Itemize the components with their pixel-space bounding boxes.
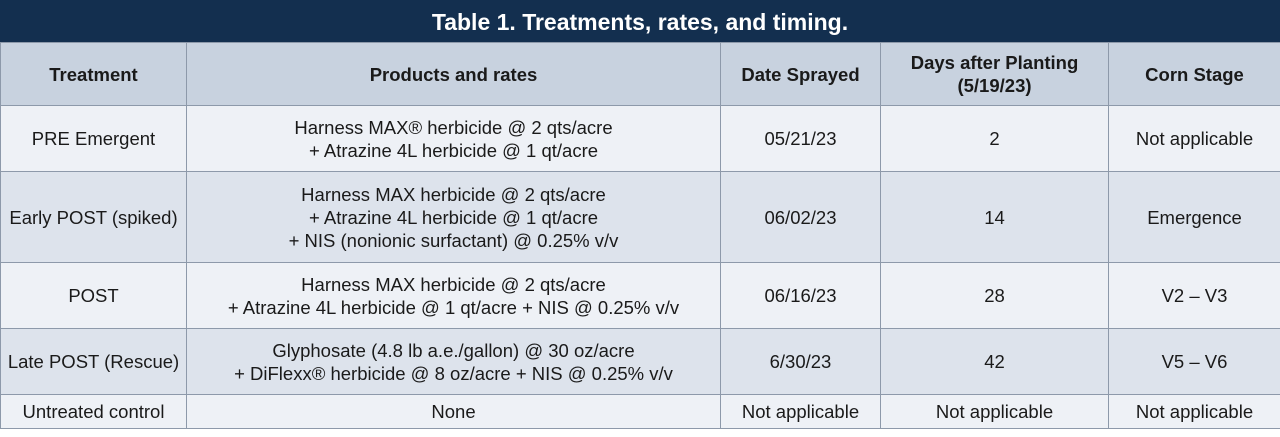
table-cell: 28 xyxy=(880,262,1109,329)
cell-text: None xyxy=(431,401,476,422)
header-cell: Days after Planting (5/19/23) xyxy=(880,42,1109,106)
table-row: Untreated control None Not applicable Not a… xyxy=(0,394,1280,429)
header-text: Products and rates xyxy=(369,63,538,85)
header-cell: Corn Stage xyxy=(1108,42,1280,106)
table-cell: None xyxy=(186,394,721,429)
table-cell: Early POST (spiked) xyxy=(0,171,187,263)
cell-text: V2 – V3 xyxy=(1161,285,1228,306)
header-text: Treatment xyxy=(49,63,138,85)
table-cell: Harness MAX herbicide @ 2 qts/acre + Atra… xyxy=(186,171,721,263)
table-cell: Not applicable xyxy=(880,394,1109,429)
table-cell: 2 xyxy=(880,105,1109,172)
cell-text: 42 xyxy=(984,351,1005,372)
cell-text: Emergence xyxy=(1147,206,1242,228)
header-cell: Products and rates xyxy=(186,42,721,106)
table-cell: PRE Emergent xyxy=(0,105,187,172)
cell-text: Not applicable xyxy=(741,401,860,422)
cell-text: Late POST (Rescue) xyxy=(7,351,180,372)
table-cell: 06/16/23 xyxy=(720,262,881,329)
table-cell: 05/21/23 xyxy=(720,105,881,172)
cell-text: 28 xyxy=(984,285,1005,306)
cell-text: 6/30/23 xyxy=(769,351,832,372)
cell-text: 2 xyxy=(989,128,1000,149)
table-cell: 6/30/23 xyxy=(720,328,881,395)
cell-text: Early POST (spiked) xyxy=(9,206,178,228)
table-cell: Glyphosate (4.8 lb a.e./gallon) @ 30 oz/… xyxy=(186,328,721,395)
table-body: PRE Emergent Harness MAX® herbicide @ 2 q… xyxy=(0,105,1280,429)
cell-text: 06/02/23 xyxy=(764,206,837,228)
table-cell: V5 – V6 xyxy=(1108,328,1280,395)
table-cell: Harness MAX herbicide @ 2 qts/acre + Atra… xyxy=(186,262,721,329)
cell-text: Harness MAX herbicide @ 2 qts/acre xyxy=(301,273,606,295)
table-cell: 06/02/23 xyxy=(720,171,881,263)
cell-text: Harness MAX herbicide @ 2 qts/acre xyxy=(301,183,606,205)
header-text: (5/19/23) xyxy=(957,75,1032,96)
table-cell: V2 – V3 xyxy=(1108,262,1280,329)
cell-text: Glyphosate (4.8 lb a.e./gallon) @ 30 oz/… xyxy=(272,339,635,361)
table-cell: Late POST (Rescue) xyxy=(0,328,187,395)
cell-text: 05/21/23 xyxy=(764,128,837,149)
table-cell: Not applicable xyxy=(1108,394,1280,429)
data-table: Treatment Products and rates Date Sprayed D… xyxy=(0,42,1280,429)
table-cell: 42 xyxy=(880,328,1109,395)
table-cell: Not applicable xyxy=(720,394,881,429)
cell-text: V5 – V6 xyxy=(1161,351,1228,372)
table-row: PRE Emergent Harness MAX® herbicide @ 2 q… xyxy=(0,105,1280,172)
header-cell: Date Sprayed xyxy=(720,42,881,106)
table-cell: Untreated control xyxy=(0,394,187,429)
cell-text: POST xyxy=(68,285,119,306)
cell-text: + Atrazine 4L herbicide @ 1 qt/acre xyxy=(308,139,599,161)
cell-text: Not applicable xyxy=(935,401,1054,422)
cell-text: 14 xyxy=(984,206,1005,228)
cell-text: Untreated control xyxy=(22,401,165,422)
cell-text: + NIS (nonionic surfactant) @ 0.25% v/v xyxy=(288,229,619,251)
table-row: Late POST (Rescue) Glyphosate (4.8 lb a.e… xyxy=(0,328,1280,395)
cell-text: Harness MAX® herbicide @ 2 qts/acre xyxy=(294,116,613,138)
cell-text: + Atrazine 4L herbicide @ 1 qt/acre + NI… xyxy=(227,296,680,318)
table-cell: Harness MAX® herbicide @ 2 qts/acre + Atr… xyxy=(186,105,721,172)
cell-text: + Atrazine 4L herbicide @ 1 qt/acre xyxy=(308,206,599,228)
table-row: POST Harness MAX herbicide @ 2 qts/acre + … xyxy=(0,262,1280,329)
table-cell: 14 xyxy=(880,171,1109,263)
table-cell: POST xyxy=(0,262,187,329)
table-row: Early POST (spiked) Harness MAX herbicide… xyxy=(0,171,1280,263)
cell-text: Not applicable xyxy=(1135,128,1254,149)
header-text: Days after Planting xyxy=(910,52,1079,73)
table-cell: Emergence xyxy=(1108,171,1280,263)
header-row: Treatment Products and rates Date Sprayed D… xyxy=(0,42,1280,106)
header-cell: Treatment xyxy=(0,42,187,106)
header-text: Date Sprayed xyxy=(741,63,860,85)
cell-text: PRE Emergent xyxy=(31,128,156,149)
cell-text: Not applicable xyxy=(1135,401,1254,422)
table-cell: Not applicable xyxy=(1108,105,1280,172)
header-text: Corn Stage xyxy=(1145,63,1244,85)
cell-text: + DiFlexx® herbicide @ 8 oz/acre + NIS @… xyxy=(234,362,673,384)
table-title: Table 1. Treatments, rates, and timing. xyxy=(0,0,1280,42)
cell-text: 06/16/23 xyxy=(764,285,837,306)
